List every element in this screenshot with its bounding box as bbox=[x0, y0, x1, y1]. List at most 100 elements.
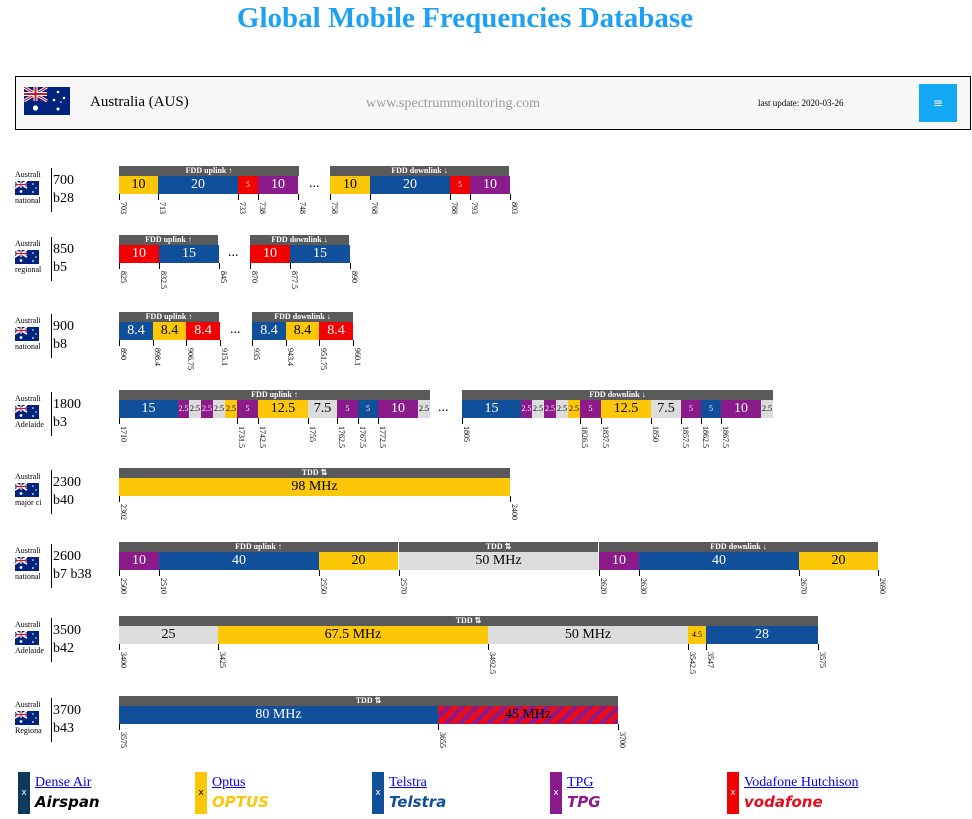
spectrum-block[interactable]: 8.4 bbox=[319, 322, 353, 340]
spectrum-block[interactable]: 5 bbox=[681, 400, 701, 418]
tick-mark bbox=[159, 263, 160, 269]
spectrum-block[interactable]: 2.5 bbox=[201, 400, 213, 418]
spectrum-block[interactable]: 20 bbox=[370, 176, 450, 194]
tick-mark bbox=[510, 496, 511, 502]
spectrum-block[interactable]: 15 bbox=[119, 400, 178, 418]
spectrum-block[interactable]: 10 bbox=[330, 176, 370, 194]
region-scope: major ci bbox=[15, 498, 42, 507]
spectrum-block[interactable]: 12.5 bbox=[601, 400, 651, 418]
spectrum-block[interactable]: 2.5 bbox=[544, 400, 556, 418]
tick-mark bbox=[119, 340, 120, 346]
toggle-operator-button[interactable]: x bbox=[727, 772, 739, 814]
spectrum-block[interactable]: 5 bbox=[337, 400, 358, 418]
operator-link[interactable]: Telstra bbox=[389, 775, 427, 790]
spectrum-block[interactable]: 50 MHz bbox=[399, 552, 598, 570]
spectrum-block[interactable]: 8.4 bbox=[252, 322, 286, 340]
gap-ellipsis: ... bbox=[228, 245, 239, 260]
toggle-operator-button[interactable]: x bbox=[372, 772, 384, 814]
spectrum-block[interactable]: 12.5 bbox=[258, 400, 308, 418]
spectrum-block[interactable]: 10 bbox=[119, 245, 159, 263]
tick-label: 3575 bbox=[119, 732, 128, 748]
tick-label: 906.75 bbox=[186, 348, 195, 370]
spectrum-block[interactable]: 20 bbox=[799, 552, 878, 570]
spectrum-block[interactable]: 8.4 bbox=[286, 322, 319, 340]
spectrum-block[interactable]: 40 bbox=[639, 552, 799, 570]
spectrum-block[interactable]: 5 bbox=[238, 176, 258, 194]
spectrum-block[interactable]: 28 bbox=[706, 626, 818, 644]
tick-label: 2670 bbox=[799, 578, 808, 594]
spectrum-block[interactable]: 10 bbox=[250, 245, 290, 263]
spectrum-block[interactable]: 7.5 bbox=[308, 400, 337, 418]
spectrum-block[interactable]: 10 bbox=[599, 552, 639, 570]
tick-mark bbox=[370, 194, 371, 200]
tick-mark bbox=[601, 418, 602, 424]
spectrum-block[interactable]: 25 bbox=[119, 626, 218, 644]
spectrum-block[interactable]: 2.5 bbox=[532, 400, 544, 418]
spectrum-block[interactable]: 10 bbox=[378, 400, 418, 418]
tick-label: 1767.5 bbox=[358, 426, 367, 448]
spectrum-block[interactable]: 50 MHz bbox=[488, 626, 688, 644]
tick-label: 703 bbox=[119, 202, 128, 214]
spectrum-block[interactable]: 2.5 bbox=[189, 400, 201, 418]
band-frequency: 900 bbox=[53, 319, 74, 334]
spectrum-block[interactable]: 10 bbox=[470, 176, 510, 194]
spectrum-block[interactable]: 98 MHz bbox=[119, 478, 510, 496]
spectrum-block[interactable]: 4.5 bbox=[688, 626, 706, 644]
spectrum-block[interactable]: 5 bbox=[580, 400, 601, 418]
tick-label: 2620 bbox=[599, 578, 608, 594]
spectrum-block[interactable]: 40 bbox=[159, 552, 319, 570]
menu-button[interactable]: ≡ bbox=[919, 84, 957, 122]
spectrum-block[interactable]: 10 bbox=[721, 400, 761, 418]
australia-flag-icon bbox=[15, 405, 39, 419]
duplex-label: FDD uplink ↑ bbox=[119, 542, 398, 552]
spectrum-block[interactable]: 10 bbox=[119, 176, 158, 194]
tick-mark bbox=[286, 340, 287, 346]
operator-link[interactable]: Vodafone Hutchison bbox=[744, 775, 859, 790]
operator-link[interactable]: TPG bbox=[567, 775, 594, 790]
tick-label: 1837.5 bbox=[601, 426, 610, 448]
spectrum-block[interactable]: 2.5 bbox=[521, 400, 532, 418]
spectrum-block[interactable]: 5 bbox=[450, 176, 470, 194]
spectrum-block[interactable]: 8.4 bbox=[153, 322, 186, 340]
spectrum-block[interactable]: 2.5 bbox=[761, 400, 773, 418]
duplex-label: FDD uplink ↑ bbox=[119, 390, 430, 400]
operator-link[interactable]: Dense Air bbox=[35, 775, 92, 790]
spectrum-block[interactable]: 8.4 bbox=[119, 322, 153, 340]
spectrum-block[interactable]: 2.5 bbox=[178, 400, 189, 418]
spectrum-block[interactable]: 2.5 bbox=[418, 400, 430, 418]
spectrum-block[interactable]: 45 MHz bbox=[438, 706, 618, 724]
spectrum-block[interactable]: 2.5 bbox=[213, 400, 225, 418]
spectrum-block[interactable]: 15 bbox=[290, 245, 350, 263]
spectrum-block[interactable]: 7.5 bbox=[651, 400, 681, 418]
spectrum-block[interactable]: 5 bbox=[358, 400, 378, 418]
spectrum-block[interactable]: 80 MHz bbox=[119, 706, 438, 724]
band-row-850: Australi regional 850 b5 FDD uplink ↑ FDD dow… bbox=[0, 235, 972, 295]
legend-item-telstra: x Telstra Telstra bbox=[372, 772, 542, 814]
spectrum-block[interactable]: 20 bbox=[158, 176, 238, 194]
spectrum-block[interactable]: 2.5 bbox=[556, 400, 568, 418]
tick-label: 1826.5 bbox=[580, 426, 589, 448]
spectrum-block[interactable]: 10 bbox=[258, 176, 298, 194]
spectrum-block[interactable]: 20 bbox=[319, 552, 398, 570]
legend-item-vodafone-hutchison: x Vodafone Hutchison vodafone bbox=[727, 772, 897, 814]
band-name: 850 b5 bbox=[53, 241, 74, 277]
operator-link[interactable]: Optus bbox=[212, 775, 246, 790]
band-name: 900 b8 bbox=[53, 318, 74, 354]
toggle-operator-button[interactable]: x bbox=[550, 772, 562, 814]
toggle-operator-button[interactable]: x bbox=[18, 772, 30, 814]
tick-label: 898.4 bbox=[153, 348, 162, 366]
spectrum-block[interactable]: 2.5 bbox=[568, 400, 580, 418]
spectrum-block[interactable]: 67.5 MHz bbox=[218, 626, 488, 644]
tick-label: 1710 bbox=[119, 426, 128, 442]
spectrum-block[interactable]: 2.5 bbox=[225, 400, 237, 418]
spectrum-block[interactable]: 8.4 bbox=[186, 322, 220, 340]
spectrum-block[interactable]: 10 bbox=[119, 552, 159, 570]
spectrum-block[interactable]: 15 bbox=[462, 400, 521, 418]
spectrum-block[interactable]: 5 bbox=[237, 400, 258, 418]
toggle-operator-button[interactable]: x bbox=[195, 772, 207, 814]
spectrum-block[interactable]: 15 bbox=[159, 245, 219, 263]
tick-label: 832.5 bbox=[159, 271, 168, 289]
spectrum-block[interactable]: 5 bbox=[701, 400, 721, 418]
band-number: b42 bbox=[53, 641, 74, 656]
tick-mark bbox=[308, 418, 309, 424]
